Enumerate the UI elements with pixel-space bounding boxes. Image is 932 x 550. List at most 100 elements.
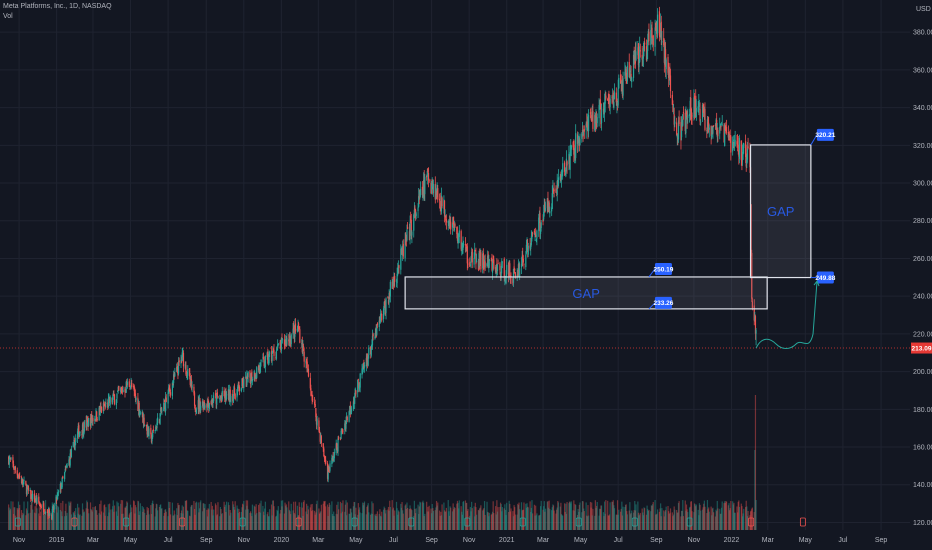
- candle-body: [376, 325, 378, 335]
- candle-body: [753, 305, 755, 321]
- volume-bar: [488, 516, 490, 530]
- volume-bar: [642, 515, 645, 530]
- volume-bar: [121, 500, 124, 530]
- volume-bar: [362, 502, 364, 530]
- volume-bar: [190, 505, 193, 530]
- candle-body: [60, 483, 62, 490]
- candle-body: [665, 59, 667, 70]
- candle-body: [518, 263, 520, 276]
- candle-body: [91, 414, 93, 421]
- volume-bar: [312, 510, 314, 530]
- candle-body: [143, 417, 145, 426]
- volume-bar: [281, 506, 283, 530]
- candle-body: [25, 480, 27, 485]
- candle-body: [322, 443, 324, 449]
- volume-bar: [346, 515, 348, 530]
- volume-bar: [294, 514, 296, 530]
- candle-body: [639, 46, 641, 62]
- volume-bar: [299, 506, 301, 530]
- volume-bar: [133, 501, 135, 530]
- candle-body: [225, 391, 227, 400]
- volume-bar: [725, 501, 727, 530]
- candle-body: [613, 91, 616, 100]
- volume-bar: [190, 506, 192, 530]
- candle-body: [631, 77, 633, 83]
- candle-body: [405, 238, 407, 242]
- candle-body: [285, 340, 287, 347]
- candle-body: [306, 358, 308, 364]
- volume-bar: [719, 513, 721, 530]
- volume-bar: [753, 512, 755, 530]
- candle-body: [557, 177, 560, 187]
- volume-bar: [174, 514, 176, 530]
- volume-bar: [414, 508, 416, 530]
- candle-body: [544, 203, 546, 213]
- y-tick-label: 260.00: [913, 256, 932, 263]
- candle-body: [440, 210, 442, 212]
- volume-bar: [100, 500, 102, 530]
- candle-body: [535, 234, 537, 238]
- volume-bar: [245, 509, 247, 530]
- volume-bar: [215, 505, 217, 530]
- volume-bar: [282, 500, 284, 530]
- candle-body: [268, 353, 270, 364]
- volume-bar: [245, 500, 247, 530]
- volume-bar: [263, 515, 265, 530]
- volume-bar: [357, 503, 359, 530]
- candle-body: [582, 130, 584, 137]
- volume-bar: [21, 515, 23, 530]
- volume-legend[interactable]: Vol: [3, 13, 13, 20]
- candle-body: [332, 455, 334, 461]
- volume-bar: [342, 500, 344, 530]
- symbol-title[interactable]: Meta Platforms, Inc., 1D, NASDAQ: [3, 3, 112, 10]
- candle-body: [126, 383, 128, 387]
- volume-bar: [419, 501, 421, 530]
- earnings-marker: [408, 517, 415, 527]
- volume-bar: [398, 511, 400, 530]
- volume-bar: [384, 513, 387, 530]
- candle-body: [325, 459, 327, 464]
- candle-body: [279, 342, 281, 345]
- candle-body: [685, 112, 688, 114]
- volume-bar: [626, 514, 628, 530]
- candle-body: [57, 491, 60, 493]
- candle-body: [310, 388, 312, 396]
- candle-body: [19, 475, 21, 478]
- volume-bar: [85, 508, 87, 530]
- candle-body: [116, 393, 118, 399]
- candle-body: [443, 199, 445, 209]
- candle-body: [70, 452, 72, 456]
- volume-bar: [578, 511, 580, 530]
- volume-bar: [423, 516, 425, 530]
- candle-body: [599, 99, 601, 105]
- candle-body: [217, 395, 219, 399]
- candle-body: [349, 405, 351, 414]
- volume-bar: [315, 504, 318, 530]
- volume-bar: [176, 508, 178, 530]
- volume-bar: [333, 516, 335, 530]
- candle-body: [126, 382, 129, 386]
- candle-body: [693, 95, 696, 114]
- candle-body: [641, 54, 643, 60]
- candle-body: [539, 212, 541, 232]
- candle-body: [346, 416, 348, 421]
- volume-bar: [14, 507, 16, 530]
- volume-bar: [695, 504, 697, 530]
- candle-body: [21, 478, 23, 482]
- candle-body: [358, 386, 361, 390]
- volume-bar: [142, 511, 144, 530]
- candle-body: [578, 139, 580, 146]
- candle-body: [145, 424, 148, 427]
- candle-body: [490, 260, 492, 262]
- volume-bar: [259, 503, 261, 530]
- candle-body: [328, 470, 330, 472]
- volume-bar: [143, 509, 145, 530]
- volume-bar: [98, 513, 100, 530]
- candle-body: [305, 360, 307, 364]
- volume-bar: [349, 508, 351, 530]
- volume-bar: [262, 505, 264, 530]
- volume-bar: [221, 514, 223, 530]
- candle-body: [213, 395, 215, 402]
- volume-bar: [723, 503, 725, 530]
